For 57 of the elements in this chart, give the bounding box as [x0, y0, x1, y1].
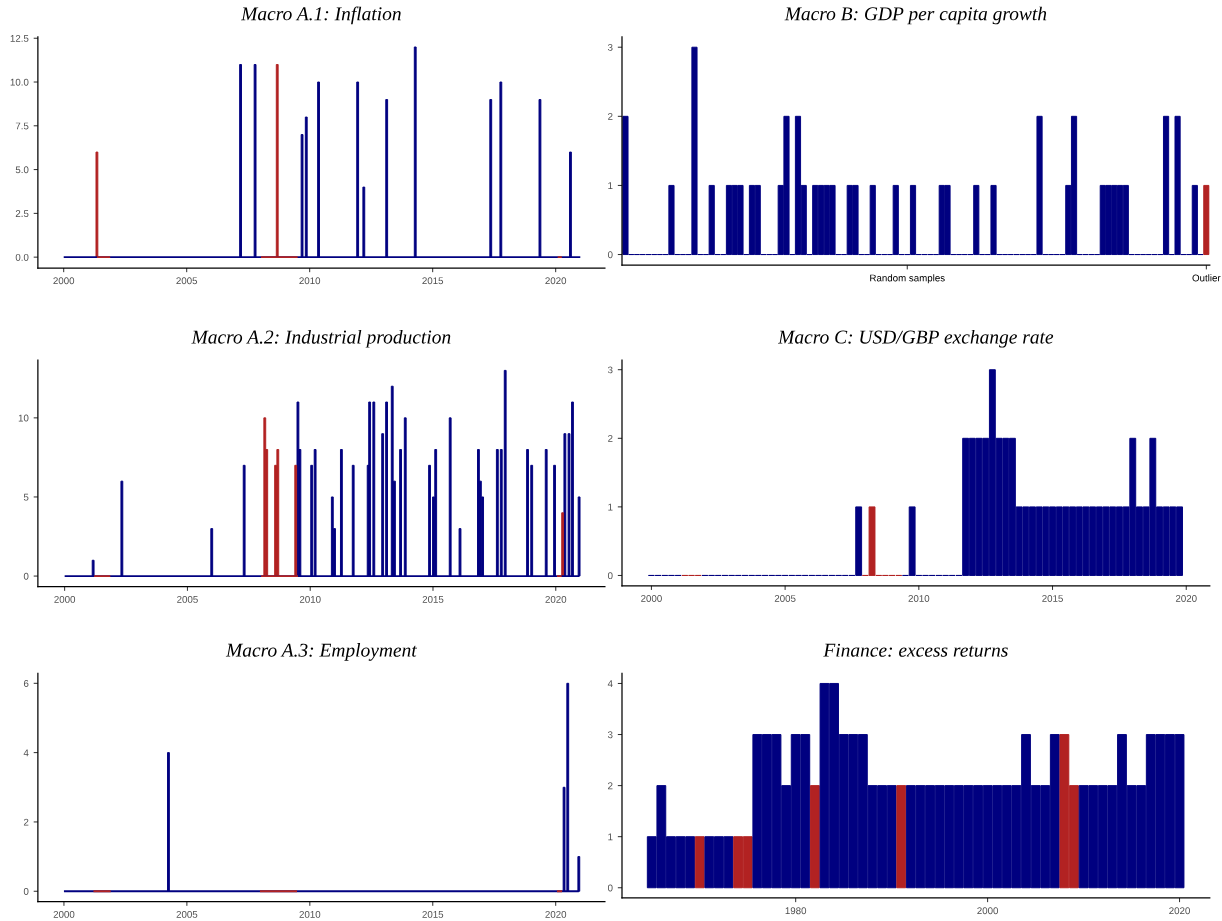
y-tick-label: 0 [23, 572, 29, 580]
x-tick-label: 2020 [545, 910, 567, 918]
x-tick-label: 2005 [774, 595, 796, 602]
y-tick-label: 0 [23, 888, 29, 895]
y-tick-label: 10.0 [10, 78, 29, 86]
x-tick-label: 2005 [177, 595, 198, 603]
y-tick-label: 5 [23, 493, 29, 501]
x-tick-label: 2010 [908, 595, 930, 602]
y-tick-label: 3 [607, 731, 613, 739]
y-tick-label: 3 [607, 43, 613, 51]
chart-title: Macro B: GDP per capita growth [784, 6, 1047, 25]
x-tick-label: 2020 [545, 595, 567, 603]
y-tick-label: 6 [23, 680, 29, 687]
y-tick-label: 7.5 [15, 122, 29, 130]
y-tick-label: 0.0 [15, 253, 29, 261]
y-tick-label: 1 [608, 833, 613, 841]
x-tick-label: 2015 [1042, 595, 1063, 602]
x-tick-label: 2010 [299, 910, 321, 918]
y-tick-label: 2 [608, 435, 613, 442]
y-tick-label: 5.0 [15, 166, 29, 174]
x-tick-label: 2000 [641, 595, 662, 602]
y-tick-label: 2.5 [15, 210, 29, 217]
x-tick-label: 2000 [54, 595, 76, 603]
x-tick-label: 1980 [785, 907, 807, 915]
chart-title: Macro C: USD/GBP exchange rate [777, 329, 1054, 348]
x-tick-label: 2010 [299, 277, 321, 285]
x-tick-label: 2015 [422, 277, 444, 285]
x-tick-label: 2010 [299, 595, 321, 603]
y-tick-label: 4 [23, 749, 29, 757]
x-tick-label: 2015 [422, 595, 444, 603]
y-tick-label: 4 [607, 680, 613, 687]
chart-title: Finance: excess returns [823, 643, 1008, 657]
x-tick-label: 2005 [176, 910, 198, 918]
y-tick-label: 1 [608, 182, 613, 189]
x-tick-label: Random samples [870, 274, 945, 284]
y-tick-label: 3 [607, 366, 613, 374]
x-tick-label: 2020 [545, 277, 567, 285]
y-tick-label: 0 [607, 251, 613, 259]
y-tick-label: 1 [608, 503, 613, 511]
x-tick-label: Outlier [1192, 274, 1221, 282]
x-tick-label: 2000 [53, 910, 75, 918]
y-tick-label: 2 [23, 818, 29, 826]
x-tick-label: 2015 [422, 910, 444, 918]
y-tick-label: 2 [608, 113, 613, 120]
y-tick-label: 0 [607, 572, 613, 580]
x-tick-label: 2020 [1175, 595, 1197, 602]
chart-title: Macro A.1: Inflation [240, 6, 401, 25]
chart-title: Macro A.3: Employment [225, 643, 418, 661]
y-tick-label: 0 [607, 884, 613, 892]
x-tick-label: 2020 [1169, 907, 1190, 915]
chart-title: Macro A.2: Industrial production [191, 329, 451, 348]
x-tick-label: 2000 [977, 907, 999, 915]
x-tick-label: 2000 [53, 277, 75, 285]
x-tick-label: 2005 [176, 277, 198, 285]
y-tick-label: 10 [18, 414, 29, 422]
y-tick-label: 12.5 [10, 34, 29, 42]
y-tick-label: 2 [608, 782, 613, 790]
